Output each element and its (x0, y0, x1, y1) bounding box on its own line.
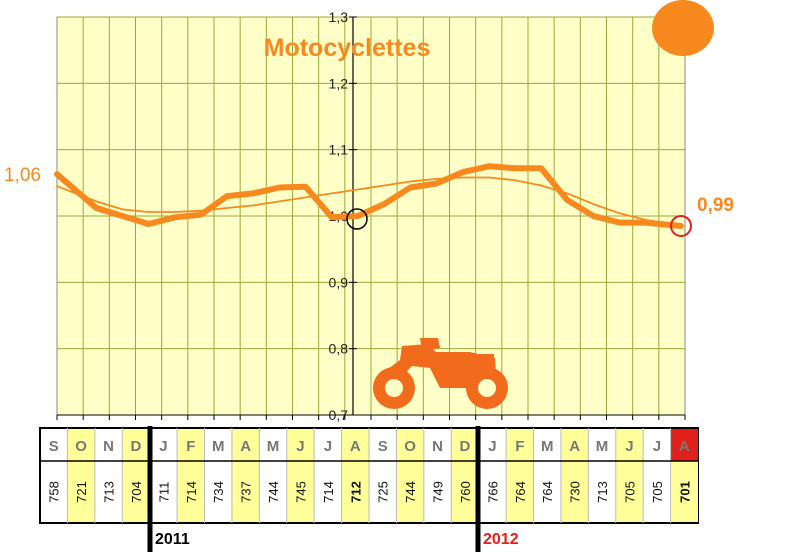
y-tick-label: 0,8 (329, 341, 349, 357)
series-lines (54, 163, 684, 229)
count-value: 758 (47, 481, 62, 503)
count-value: 745 (293, 481, 308, 503)
count-value: 760 (458, 481, 473, 503)
reference-marker (346, 208, 368, 230)
count-value: 705 (622, 481, 637, 503)
count-value: 721 (74, 481, 89, 503)
month-label: J (653, 438, 661, 455)
month-label: A (679, 438, 690, 455)
count-value: 764 (540, 481, 555, 503)
y-tick-label: 1,2 (329, 75, 349, 91)
month-label: N (103, 438, 114, 455)
table-cell-highlight (231, 429, 260, 522)
count-value: 766 (485, 481, 500, 503)
table-cell-highlight (341, 429, 369, 522)
month-label: A (350, 438, 361, 455)
table-cell-highlight (506, 429, 534, 522)
month-label: J (324, 438, 332, 455)
month-label: M (267, 438, 280, 455)
count-value: 704 (129, 481, 144, 503)
month-label: M (541, 438, 554, 455)
latest-marker (670, 214, 692, 237)
count-value: 764 (513, 481, 528, 503)
count-value: 713 (595, 481, 610, 503)
series-line-trend (56, 176, 682, 227)
year-2012: 2012 (483, 531, 519, 548)
y-tick-label: 1,1 (329, 142, 349, 158)
y-tick-label: 0,9 (329, 274, 349, 290)
count-value: 737 (239, 481, 254, 503)
year-markers (147, 426, 481, 552)
month-label: D (460, 438, 471, 455)
month-label: D (131, 438, 142, 455)
month-label: F (515, 438, 524, 455)
start-value-label: 1,06 (4, 165, 41, 186)
table-cell-highlight (451, 429, 479, 522)
month-label: O (404, 438, 416, 455)
table-cell-highlight (122, 429, 150, 522)
count-value: 734 (211, 481, 226, 503)
month-label: F (186, 438, 195, 455)
motorcycle-icon (373, 338, 508, 409)
count-value: 705 (650, 481, 665, 503)
end-value-label: 0,99 (697, 195, 734, 216)
grid (57, 16, 685, 416)
month-label: A (569, 438, 580, 455)
table-cell-highlight (177, 429, 205, 522)
month-label: A (240, 438, 251, 455)
count-value: 744 (403, 481, 418, 503)
month-label: S (49, 438, 59, 455)
count-value: 712 (348, 481, 363, 503)
month-label: M (212, 438, 225, 455)
month-label: J (159, 438, 167, 455)
table-cell-highlight (615, 429, 644, 522)
sun-icon (652, 0, 714, 56)
table-cell-highlight (286, 429, 315, 522)
count-value: 749 (431, 481, 446, 503)
table-cell-highlight (396, 429, 424, 522)
month-label: J (296, 438, 304, 455)
series-line-main (54, 163, 684, 229)
month-label: J (488, 438, 496, 455)
count-value: 730 (568, 481, 583, 503)
markers (346, 208, 692, 237)
table-cell-highlight (67, 429, 95, 522)
count-value: 701 (677, 481, 692, 503)
month-label: S (378, 438, 388, 455)
year-2011: 2011 (155, 531, 190, 548)
month-label: M (596, 438, 609, 455)
count-value: 713 (102, 481, 117, 503)
month-label: O (75, 438, 87, 455)
count-value: 714 (321, 481, 336, 503)
count-value: 744 (266, 481, 281, 503)
month-label: N (432, 438, 443, 455)
count-value: 725 (376, 481, 391, 503)
count-value: 714 (184, 481, 199, 503)
month-label: J (625, 438, 633, 455)
count-value: 711 (156, 482, 171, 503)
table-cell-highlight (560, 429, 589, 522)
y-tick-label: 1,3 (329, 9, 349, 25)
table-cell-latest (670, 429, 698, 461)
chart-title: Motocyclettes (264, 34, 431, 62)
